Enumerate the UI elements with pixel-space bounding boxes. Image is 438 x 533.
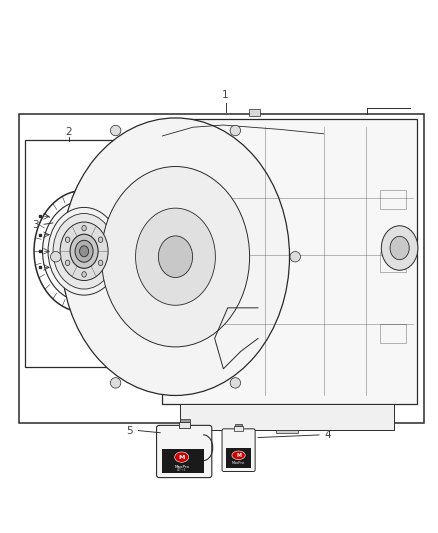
Text: MaxPro: MaxPro [174,465,189,469]
Ellipse shape [98,260,103,265]
Bar [180,418,190,422]
Ellipse shape [75,240,93,262]
Text: M: M [236,453,241,458]
Ellipse shape [65,260,70,265]
Ellipse shape [53,214,115,289]
Bar [179,422,190,428]
Text: 5: 5 [127,425,133,435]
Ellipse shape [390,236,409,260]
Ellipse shape [48,207,120,295]
Circle shape [230,125,240,136]
Bar [226,448,251,468]
Text: 2: 2 [66,126,72,136]
Text: 3: 3 [32,220,39,230]
Bar [380,252,406,272]
Ellipse shape [101,166,250,347]
Ellipse shape [232,451,245,459]
Bar [235,424,242,426]
Ellipse shape [65,237,70,243]
Bar [380,324,406,343]
Bar [276,430,298,433]
Ellipse shape [136,208,215,305]
Text: 4: 4 [325,430,331,440]
Bar [19,114,424,423]
Circle shape [110,378,121,388]
Ellipse shape [82,225,86,231]
Circle shape [230,378,240,388]
Bar [380,190,406,209]
Text: ATF+4: ATF+4 [177,469,187,472]
FancyBboxPatch shape [222,429,255,472]
Ellipse shape [70,234,98,268]
Ellipse shape [98,237,103,243]
Ellipse shape [61,118,290,395]
Ellipse shape [175,452,189,462]
Text: MaxPro: MaxPro [232,461,245,465]
Bar [234,426,243,431]
Bar [162,449,204,473]
Text: 1: 1 [222,90,229,100]
Ellipse shape [82,272,86,277]
Ellipse shape [159,236,193,278]
Bar [180,403,394,430]
Bar [250,109,260,116]
Ellipse shape [60,222,108,280]
Circle shape [290,252,300,262]
Ellipse shape [80,246,88,257]
FancyBboxPatch shape [156,425,212,478]
Text: M: M [179,455,185,459]
Ellipse shape [42,201,126,302]
Circle shape [110,125,121,136]
Circle shape [50,252,61,262]
Bar [162,118,417,403]
Ellipse shape [381,226,418,270]
Bar [25,140,156,367]
